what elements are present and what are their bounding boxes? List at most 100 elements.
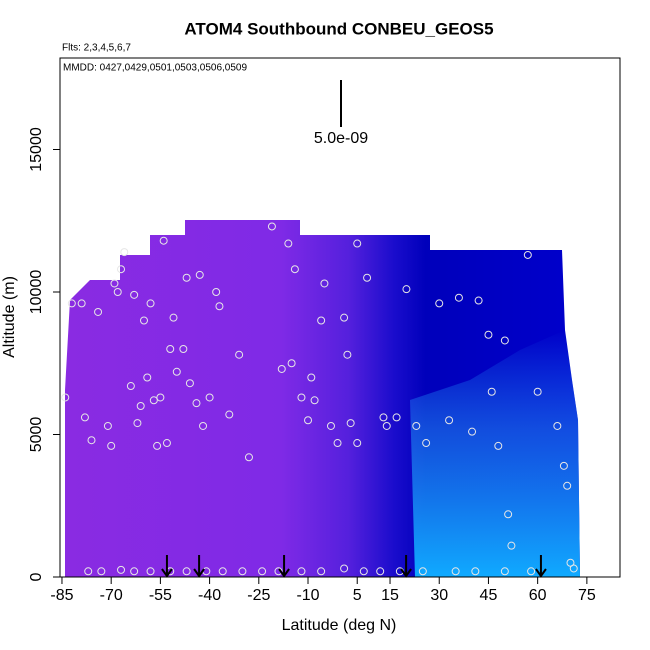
track-point	[258, 567, 267, 576]
track-point	[267, 222, 276, 231]
track-point	[97, 567, 106, 576]
track-point	[310, 396, 319, 405]
track-point	[130, 290, 139, 299]
x-tick-label: 30	[430, 587, 448, 604]
track-point	[130, 567, 139, 576]
track-point	[343, 350, 352, 359]
track-point	[110, 279, 119, 288]
profile-arrow-head	[400, 568, 412, 578]
y-tick-label: 15000	[28, 127, 45, 172]
track-point	[559, 461, 568, 470]
track-point	[195, 270, 204, 279]
track-point	[304, 416, 313, 425]
track-point	[133, 419, 142, 428]
track-point	[507, 541, 516, 550]
track-point	[382, 421, 391, 430]
track-point	[80, 413, 89, 422]
track-point	[454, 293, 463, 302]
track-point	[527, 567, 536, 576]
track-point	[166, 344, 175, 353]
track-point	[179, 344, 188, 353]
track-point	[244, 453, 253, 462]
track-point	[107, 441, 116, 450]
x-tick-label: 75	[578, 587, 596, 604]
curtain	[65, 220, 580, 577]
track-point	[494, 441, 503, 450]
track-point	[359, 567, 368, 576]
track-point	[484, 330, 493, 339]
track-point	[61, 393, 70, 402]
x-tick-label: -70	[100, 587, 123, 604]
y-tick-label: 5000	[28, 417, 45, 453]
track-point	[117, 265, 126, 274]
x-tick-label: -55	[149, 587, 172, 604]
track-point	[412, 421, 421, 430]
y-axis-label: Altitude (m)	[1, 276, 18, 358]
track-point	[435, 299, 444, 308]
track-point	[84, 567, 93, 576]
track-point	[353, 439, 362, 448]
x-axis-label: Latitude (deg N)	[282, 617, 397, 634]
track-point	[215, 302, 224, 311]
track-point	[445, 416, 454, 425]
track-point	[120, 248, 129, 257]
track-point	[149, 396, 158, 405]
x-tick-label: 15	[381, 587, 399, 604]
track-point	[103, 421, 112, 430]
track-point	[192, 399, 201, 408]
track-point	[235, 350, 244, 359]
flights-label: Flts: 2,3,4,5,6,7	[62, 43, 131, 54]
track-point	[218, 567, 227, 576]
track-point	[340, 313, 349, 322]
track-point	[500, 567, 509, 576]
track-point	[225, 410, 234, 419]
profile-arrow	[161, 555, 173, 578]
scale-label: 5.0e-09	[314, 130, 368, 147]
x-tick-label: -10	[296, 587, 319, 604]
track-point	[67, 299, 76, 308]
track-point	[297, 567, 306, 576]
track-point	[468, 427, 477, 436]
track-point	[533, 387, 542, 396]
track-point	[487, 387, 496, 396]
profile-arrow	[400, 555, 412, 578]
track-point	[143, 373, 152, 382]
track-point	[126, 382, 135, 391]
track-point	[320, 279, 329, 288]
track-point	[162, 439, 171, 448]
track-point	[94, 307, 103, 316]
y-tick-label: 0	[28, 572, 45, 581]
track-point	[199, 421, 208, 430]
track-point	[471, 567, 480, 576]
profile-arrow-head	[535, 568, 547, 578]
x-tick-label: -25	[247, 587, 270, 604]
chart-title: ATOM4 Southbound CONBEU_GEOS5	[184, 19, 493, 38]
track-point	[136, 401, 145, 410]
x-tick-label: 45	[480, 587, 498, 604]
track-point	[333, 439, 342, 448]
profile-arrow-head	[161, 568, 173, 578]
track-point	[182, 567, 191, 576]
track-point	[159, 236, 168, 245]
profile-arrow-head	[278, 568, 290, 578]
track-point	[422, 439, 431, 448]
track-point	[500, 336, 509, 345]
track-point	[569, 564, 578, 573]
track-point	[418, 567, 427, 576]
track-point	[139, 316, 148, 325]
track-point	[392, 413, 401, 422]
x-tick-label: 5	[353, 587, 362, 604]
track-point	[205, 393, 214, 402]
track-point	[284, 239, 293, 248]
track-point	[340, 564, 349, 573]
track-point	[326, 421, 335, 430]
track-point	[287, 359, 296, 368]
track-point	[563, 481, 572, 490]
profile-arrow	[193, 555, 205, 578]
profile-arrow-head	[193, 568, 205, 578]
track-point	[402, 285, 411, 294]
dates-label: MMDD: 0427,0429,0501,0503,0506,0509	[63, 63, 247, 74]
track-point	[146, 299, 155, 308]
